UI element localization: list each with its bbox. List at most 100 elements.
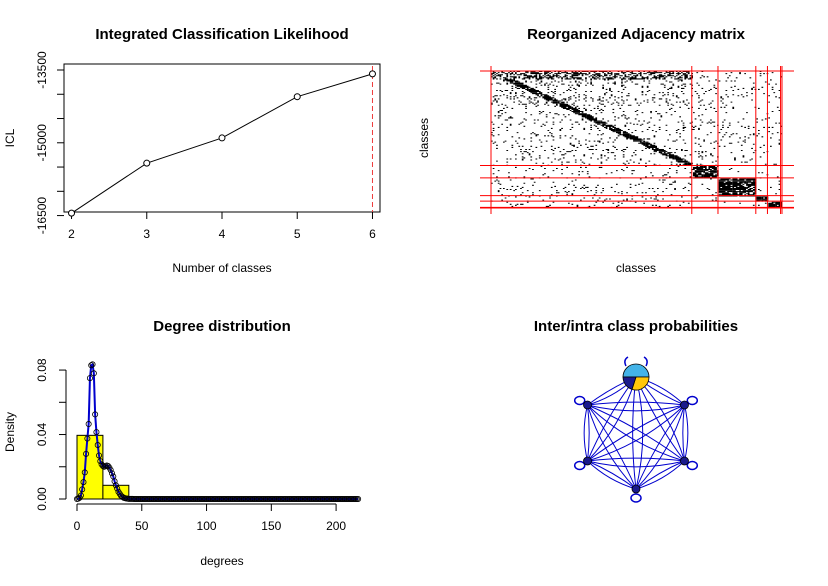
network-self-loop xyxy=(686,460,699,471)
degree-point xyxy=(81,469,88,476)
network-pie-slice xyxy=(622,363,650,378)
degree-xlabel: degrees xyxy=(200,554,243,568)
network-self-loop xyxy=(686,395,699,406)
network-edge xyxy=(635,460,685,490)
icl-title: Integrated Classification Likelihood xyxy=(95,26,348,43)
network-edge xyxy=(632,376,637,490)
degree-point xyxy=(84,435,91,442)
degree-point xyxy=(114,485,121,492)
network-node xyxy=(631,484,641,494)
network-edge xyxy=(587,460,685,468)
network-node xyxy=(583,400,592,410)
icl-y-tick-label: -15000 xyxy=(35,124,49,162)
class-network xyxy=(573,356,699,503)
degree-bar xyxy=(76,434,104,500)
degree-y-tick-label: 0.00 xyxy=(35,487,49,511)
adjacency-cells xyxy=(491,71,783,208)
adjacency-panel: Reorganized Adjacency matrix classes cla… xyxy=(417,26,794,275)
degree-x-tick-label: 200 xyxy=(326,519,346,533)
degree-point xyxy=(77,492,84,499)
degree-point xyxy=(111,478,118,485)
network-panel: Inter/intra class probabilities xyxy=(534,318,738,503)
icl-y-tick-label: -16500 xyxy=(35,197,49,235)
icl-point xyxy=(293,93,301,101)
degree-point xyxy=(108,470,115,477)
icl-x-tick-label: 6 xyxy=(369,227,376,241)
network-pie-slice xyxy=(622,376,637,390)
icl-xlabel: Number of classes xyxy=(172,261,271,275)
network-node xyxy=(680,456,689,466)
icl-point xyxy=(368,70,376,78)
network-node xyxy=(680,400,689,410)
network-edge xyxy=(587,401,685,406)
network-edge xyxy=(583,404,588,462)
degree-x-tick-label: 0 xyxy=(74,519,81,533)
network-edge xyxy=(587,404,685,462)
network-edge xyxy=(587,460,637,490)
network-edge xyxy=(587,404,590,462)
network-edge xyxy=(635,376,685,462)
adjacency-grid xyxy=(480,66,794,214)
icl-x-tick-label: 5 xyxy=(294,227,301,241)
icl-x-tick-label: 2 xyxy=(68,227,75,241)
network-edge xyxy=(635,404,685,490)
icl-panel: Integrated Classification Likelihood 2 3 4… xyxy=(3,26,381,275)
network-edge xyxy=(587,404,685,462)
degree-point xyxy=(89,361,96,368)
adjacency-ylabel: classes xyxy=(417,118,431,158)
network-self-loop xyxy=(643,356,648,367)
degree-density-curve xyxy=(74,361,362,502)
degree-point xyxy=(86,375,93,382)
degree-point xyxy=(83,450,90,457)
network-edge xyxy=(587,404,685,462)
network-edge xyxy=(682,404,685,462)
adjacency-matrix xyxy=(491,71,783,208)
degree-point xyxy=(88,362,95,369)
network-edge xyxy=(635,404,685,490)
icl-point xyxy=(218,134,226,142)
degree-x-tick-label: 50 xyxy=(135,519,149,533)
degree-point xyxy=(93,429,100,436)
degree-point xyxy=(96,452,103,459)
degree-point xyxy=(79,486,86,493)
icl-point xyxy=(68,209,76,217)
network-edge xyxy=(587,404,637,490)
network-node xyxy=(583,456,592,466)
network-edge xyxy=(587,460,637,490)
icl-x-tick-label: 3 xyxy=(143,227,150,241)
adjacency-xlabel: classes xyxy=(616,261,656,275)
network-edge xyxy=(587,457,685,462)
degree-point xyxy=(94,442,101,449)
degree-point xyxy=(90,370,97,377)
degree-bars xyxy=(76,434,156,500)
network-self-loop xyxy=(573,395,586,406)
network-edge xyxy=(587,404,685,412)
icl-y-tick-label: -13500 xyxy=(35,51,49,89)
degree-density-line xyxy=(76,362,136,500)
degree-y-axis: 0.00 0.04 0.08 xyxy=(35,358,67,511)
network-self-loop xyxy=(630,493,642,503)
degree-y-tick-label: 0.08 xyxy=(35,358,49,382)
icl-x-tick-label: 4 xyxy=(219,227,226,241)
degree-x-tick-label: 100 xyxy=(197,519,217,533)
icl-point xyxy=(143,159,151,167)
icl-ylabel: ICL xyxy=(3,128,17,147)
degree-point xyxy=(97,458,104,465)
network-edge xyxy=(587,404,685,462)
network-edge xyxy=(684,404,689,462)
icl-x-axis: 2 3 4 5 6 xyxy=(68,212,376,241)
icl-line xyxy=(71,73,373,214)
degree-x-axis: 0 50 100 150 200 xyxy=(74,503,346,533)
degree-panel: Degree distribution 0 50 100 150 200 0.000.0… xyxy=(3,318,362,568)
degree-title: Degree distribution xyxy=(153,318,291,335)
degree-x-tick-label: 150 xyxy=(261,519,281,533)
icl-y-axis: -16500 -15000 -13500 xyxy=(35,51,64,234)
degree-point xyxy=(92,411,99,418)
adjacency-title: Reorganized Adjacency matrix xyxy=(527,26,746,43)
degree-point xyxy=(85,421,92,428)
network-edge xyxy=(635,376,685,462)
network-self-loop xyxy=(573,460,586,471)
degree-y-tick-label: 0.04 xyxy=(35,423,49,447)
network-title: Inter/intra class probabilities xyxy=(534,318,738,335)
